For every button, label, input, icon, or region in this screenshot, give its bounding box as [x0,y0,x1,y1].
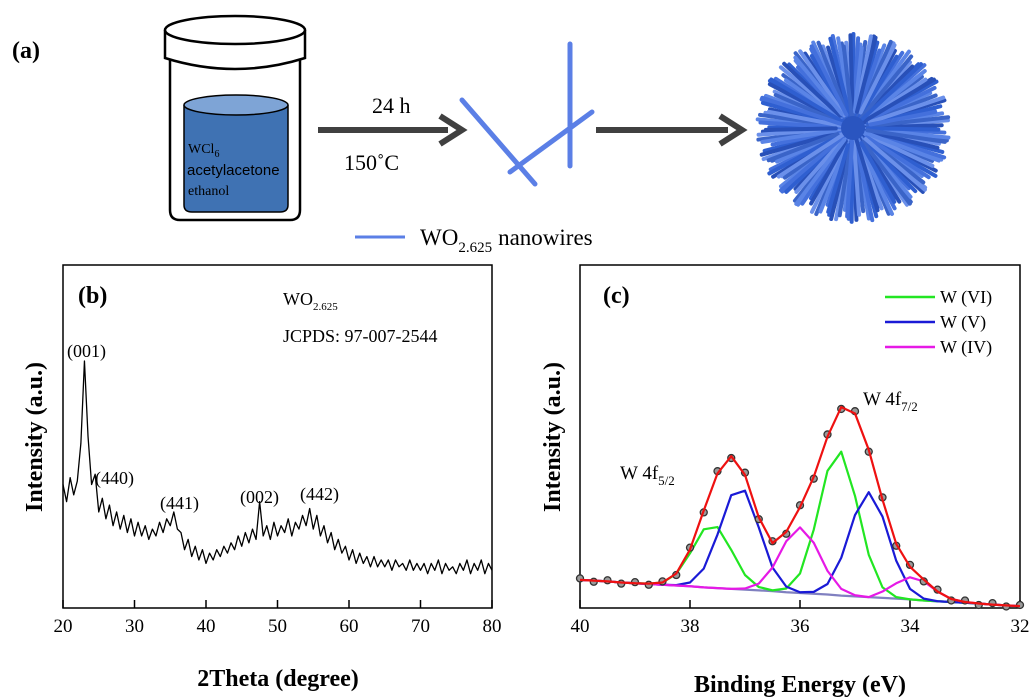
legend-subscript: 2.625 [458,240,492,256]
legend-label: W (V) [940,312,986,333]
beaker [165,16,305,220]
arrow [318,116,462,144]
annotation-subscript: 5/2 [658,473,675,488]
plot-frame [63,265,492,608]
legend-label: W (VI) [940,287,992,308]
peak-label: (001) [67,341,106,362]
data-point [645,581,652,588]
legend-label: W (IV) [940,337,992,358]
x-tick-label: 40 [571,616,590,637]
figure: (a) WCl6 acetylacetone ethanol 24 h 150˚… [0,0,1031,697]
reagent-subscript: 6 [214,149,219,160]
reaction-time: 24 h [372,93,411,118]
x-tick-label: 60 [340,616,359,637]
peak-annotation: W 4f7/2 [863,389,918,414]
peak-label: (440) [95,468,134,489]
nanowire [766,128,836,130]
reference: JCPDS: 97-007-2544 [283,326,438,346]
phase-label: WO2.625 [283,289,338,313]
peak-annotation: W 4f5/2 [620,463,675,488]
nanowire [868,128,938,129]
x-tick-label: 70 [411,616,430,637]
x-tick-label: 20 [54,616,73,637]
x-tick-label: 50 [268,616,287,637]
nanowires [462,44,592,184]
legend-suffix: nanowires [498,225,593,250]
panel-label: (a) [12,38,40,64]
reagent-name: WCl [188,142,215,157]
reagent: acetylacetone [187,162,280,179]
nanowire-sphere [758,34,949,222]
x-tick-label: 34 [901,616,921,637]
data-line [580,407,1020,606]
x-tick-label: 32 [1011,616,1030,637]
y-axis-title: Intensity (a.u.) [540,362,566,512]
x-tick-label: 80 [483,616,502,637]
annotation-text: W 4f [863,389,902,410]
x-tick-label: 36 [791,616,810,637]
arrow [596,116,742,144]
sphere-core [841,116,865,140]
peak-label: (441) [160,493,199,514]
phase-formula: WO [283,289,313,309]
x-tick-label: 38 [681,616,700,637]
annotation-text: W 4f [620,463,659,484]
peak-label: (442) [300,484,339,505]
reaction-temperature: 150˚C [344,150,399,175]
data-line [580,527,1020,606]
x-axis-title: 2Theta (degree) [197,666,359,692]
legend-formula: WO [420,225,458,250]
panel-label: (b) [78,283,107,309]
reagent: ethanol [188,184,229,199]
x-tick-label: 30 [125,616,144,637]
y-axis-title: Intensity (a.u.) [22,362,48,512]
x-axis-title: Binding Energy (eV) [694,672,906,697]
x-tick-label: 40 [197,616,216,637]
phase-subscript: 2.625 [313,301,338,313]
panel-label: (c) [603,283,630,309]
annotation-subscript: 7/2 [901,399,918,414]
legend-label: WO2.625 nanowires [420,225,593,256]
